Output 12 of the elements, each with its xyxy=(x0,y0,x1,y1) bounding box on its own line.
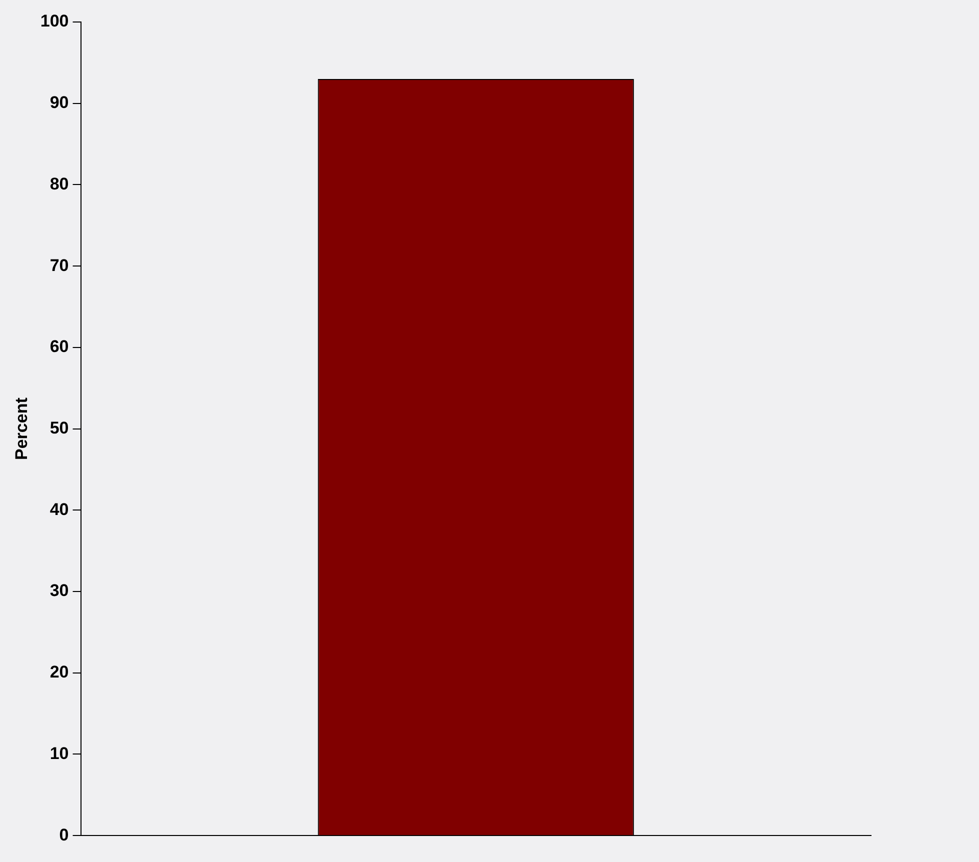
y-tick-label: 50 xyxy=(50,418,69,438)
y-tick-label: 60 xyxy=(50,337,69,356)
y-tick-label: 90 xyxy=(50,93,69,112)
y-tick-label: 30 xyxy=(50,581,69,600)
y-tick-label: 10 xyxy=(50,744,69,763)
y-tick-label: 100 xyxy=(40,12,69,31)
y-tick-label: 40 xyxy=(50,500,69,519)
y-tick-label: 70 xyxy=(50,256,69,275)
y-tick-label: 0 xyxy=(59,825,69,844)
y-axis-title: Percent xyxy=(12,397,31,460)
y-tick-label: 20 xyxy=(50,662,69,682)
y-tick-label: 80 xyxy=(50,174,69,194)
